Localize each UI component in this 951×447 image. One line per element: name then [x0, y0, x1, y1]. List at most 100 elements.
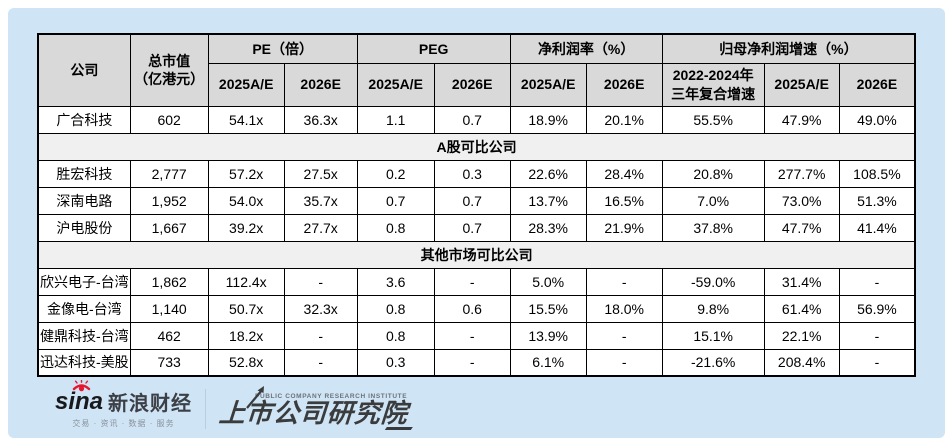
section-row: 其他市场可比公司: [37, 240, 916, 269]
company-cell: 金像电-台湾: [37, 294, 131, 323]
table-header-group-row: 公司 总市值 （亿港元） PE（倍） PEG 净利润率（%） 归母净利润增速（%…: [37, 33, 916, 107]
company-cell: 胜宏科技: [37, 159, 131, 188]
value-cell: 1,862: [129, 267, 209, 296]
subheader-growth-2025: 2025A/E: [763, 62, 840, 107]
value-cell: 35.7x: [283, 186, 358, 215]
value-cell: 0.6: [433, 294, 511, 323]
subheader-growth-2026: 2026E: [838, 62, 916, 107]
table-row: 深南电路 1,952 54.0x 35.7x 0.7 0.7 13.7% 16.5% 7.0% 7…: [37, 186, 916, 215]
value-cell: 61.4%: [763, 294, 840, 323]
value-cell: 21.9%: [585, 213, 663, 242]
value-cell: -: [433, 321, 511, 350]
logo-underline: [385, 426, 413, 430]
subheader-peg-2025: 2025A/E: [356, 62, 435, 107]
table-row: 广合科技 602 54.1x 36.3x 1.1 0.7 18.9% 20.1% 55.5% 47…: [37, 105, 916, 134]
subheader-margin-2025: 2025A/E: [509, 62, 587, 107]
company-cell: 欣兴电子-台湾: [37, 267, 131, 296]
value-cell: -: [838, 348, 916, 377]
value-cell: -: [433, 348, 511, 377]
value-cell: 1,667: [129, 213, 209, 242]
value-cell: 37.8%: [661, 213, 765, 242]
company-cell: 深南电路: [37, 186, 131, 215]
value-cell: -: [585, 267, 663, 296]
company-cell: 广合科技: [37, 105, 131, 134]
value-cell: 39.2x: [207, 213, 285, 242]
value-cell: 28.3%: [509, 213, 587, 242]
table-row: 健鼎科技-台湾 462 18.2x -0.8-13.9% -15.1% 22.1% -: [37, 321, 916, 350]
value-cell: 1,140: [129, 294, 209, 323]
section-label: 其他市场可比公司: [37, 240, 916, 269]
value-cell: 18.0%: [585, 294, 663, 323]
value-cell: 20.1%: [585, 105, 663, 134]
value-cell: 13.9%: [509, 321, 587, 350]
value-cell: 22.1%: [763, 321, 840, 350]
col-header-company: 公司: [37, 33, 131, 107]
company-cell: 健鼎科技-台湾: [37, 321, 131, 350]
value-cell: 6.1%: [509, 348, 587, 377]
value-cell: 602: [129, 105, 209, 134]
value-cell: 0.7: [433, 213, 511, 242]
value-cell: 36.3x: [283, 105, 358, 134]
sina-finance-logo: sina 新浪财经 交易 · 资讯 · 数据 · 服务: [55, 379, 192, 429]
value-cell: -: [283, 267, 358, 296]
value-cell: -: [585, 348, 663, 377]
table-row: 胜宏科技 2,777 57.2x 27.5x 0.2 0.3 22.6% 28.4% 20.8%…: [37, 159, 916, 188]
value-cell: 31.4%: [763, 267, 840, 296]
subheader-pe-2025: 2025A/E: [207, 62, 285, 107]
value-cell: 47.9%: [763, 105, 840, 134]
value-cell: 3.6: [356, 267, 435, 296]
value-cell: 1.1: [356, 105, 435, 134]
value-cell: 49.0%: [838, 105, 916, 134]
value-cell: 54.0x: [207, 186, 285, 215]
value-cell: 13.7%: [509, 186, 587, 215]
value-cell: 18.2x: [207, 321, 285, 350]
value-cell: 0.2: [356, 159, 435, 188]
value-cell: 277.7%: [763, 159, 840, 188]
value-cell: 52.8x: [207, 348, 285, 377]
sina-tagline: 交易 · 资讯 · 数据 · 服务: [72, 418, 175, 428]
group-header-profit-growth: 归母净利润增速（%）: [661, 33, 916, 64]
value-cell: 47.7%: [763, 213, 840, 242]
research-institute-logo: PUBLIC COMPANY RESEARCH INSTITUTE 上市公司研究…: [218, 385, 413, 430]
value-cell: 9.8%: [661, 294, 765, 323]
value-cell: 0.7: [356, 186, 435, 215]
value-cell: 112.4x: [207, 267, 285, 296]
value-cell: 5.0%: [509, 267, 587, 296]
value-cell: 0.8: [356, 294, 435, 323]
subheader-pe-2026: 2026E: [283, 62, 358, 107]
value-cell: 32.3x: [283, 294, 358, 323]
value-cell: 51.3%: [838, 186, 916, 215]
col-header-market-cap: 总市值 （亿港元）: [129, 33, 209, 107]
value-cell: -: [283, 348, 358, 377]
value-cell: 54.1x: [207, 105, 285, 134]
value-cell: -21.6%: [661, 348, 765, 377]
value-cell: 56.9%: [838, 294, 916, 323]
value-cell: 73.0%: [763, 186, 840, 215]
value-cell: 1,952: [129, 186, 209, 215]
value-cell: 27.7x: [283, 213, 358, 242]
logo-divider: [205, 389, 207, 429]
section-label: A股可比公司: [37, 132, 916, 161]
value-cell: 0.3: [356, 348, 435, 377]
value-cell: 208.4%: [763, 348, 840, 377]
group-header-net-margin: 净利润率（%）: [509, 33, 663, 64]
value-cell: 55.5%: [661, 105, 765, 134]
value-cell: 50.7x: [207, 294, 285, 323]
subheader-margin-2026: 2026E: [585, 62, 663, 107]
value-cell: 27.5x: [283, 159, 358, 188]
company-cell: 迅达科技-美股: [37, 348, 131, 377]
value-cell: -: [283, 321, 358, 350]
institute-subtitle: PUBLIC COMPANY RESEARCH INSTITUTE: [255, 392, 408, 400]
subheader-peg-2026: 2026E: [433, 62, 511, 107]
value-cell: -: [433, 267, 511, 296]
value-cell: 0.8: [356, 213, 435, 242]
value-cell: 57.2x: [207, 159, 285, 188]
table-row: 沪电股份 1,667 39.2x 27.7x 0.8 0.7 28.3% 21.9% 37.8%…: [37, 213, 916, 242]
company-cell: 沪电股份: [37, 213, 131, 242]
table-row: 迅达科技-美股 733 52.8x -0.3-6.1% - -21.6% 208.4% -: [37, 348, 916, 377]
group-header-pe: PE（倍）: [207, 33, 358, 64]
value-cell: -: [838, 321, 916, 350]
value-cell: 0.7: [433, 105, 511, 134]
table-row: 金像电-台湾 1,140 50.7x 32.3x 0.8 0.6 15.5% 18.0% 9.8…: [37, 294, 916, 323]
sina-eye-icon: [72, 379, 91, 391]
